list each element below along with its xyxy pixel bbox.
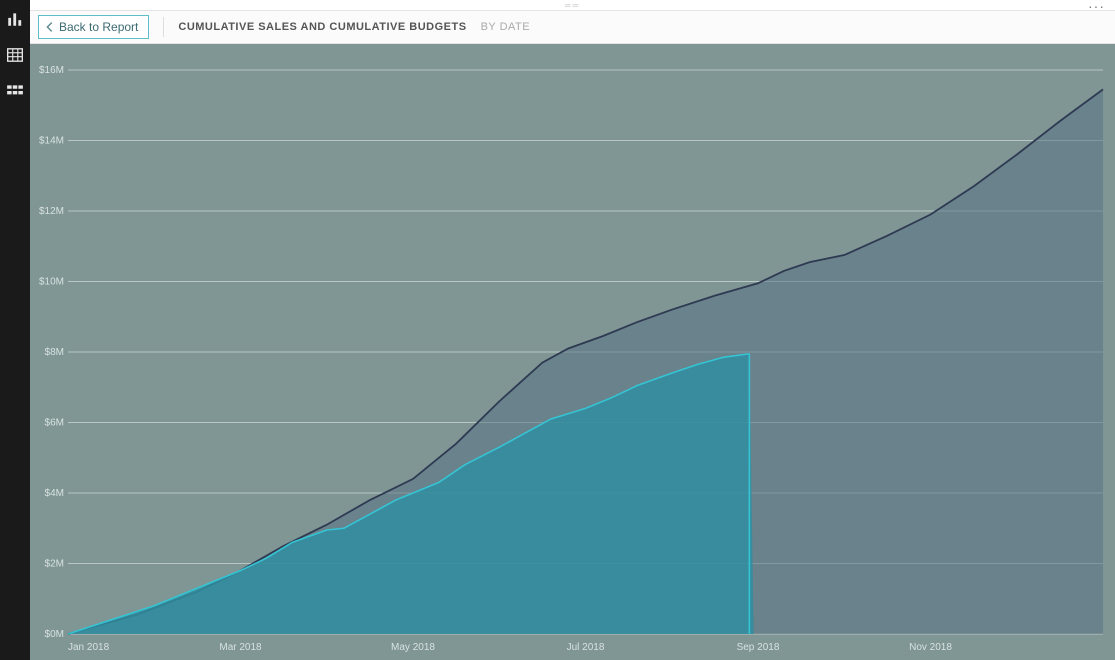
back-to-report-button[interactable]: Back to Report (38, 15, 149, 39)
svg-text:Sep 2018: Sep 2018 (737, 642, 780, 653)
svg-text:$10M: $10M (39, 277, 64, 288)
svg-text:$6M: $6M (45, 418, 64, 429)
chart-title: CUMULATIVE SALES AND CUMULATIVE BUDGETS (178, 21, 466, 33)
chart-area: Cumulative Sales Cumulative Budgets $0M$… (30, 44, 1115, 660)
focus-header: Back to Report CUMULATIVE SALES AND CUMU… (30, 10, 1115, 44)
svg-text:May 2018: May 2018 (391, 642, 435, 653)
divider (163, 17, 164, 37)
svg-text:$2M: $2M (45, 559, 64, 570)
svg-text:$0M: $0M (45, 629, 64, 640)
chart-icon[interactable] (6, 10, 24, 28)
svg-text:$16M: $16M (39, 65, 64, 76)
side-nav (0, 0, 30, 660)
area-chart: $0M $2M $4M $6M $8M $10M $12M $14M $16M Jan 2018 M… (30, 44, 1115, 660)
chevron-left-icon (43, 20, 57, 34)
svg-text:$8M: $8M (45, 347, 64, 358)
svg-text:Mar 2018: Mar 2018 (219, 642, 262, 653)
matrix-icon[interactable] (6, 82, 24, 100)
table-icon[interactable] (6, 46, 24, 64)
svg-text:$12M: $12M (39, 206, 64, 217)
svg-text:$4M: $4M (45, 488, 64, 499)
svg-text:Nov 2018: Nov 2018 (909, 642, 952, 653)
svg-text:Jul 2018: Jul 2018 (567, 642, 605, 653)
back-label: Back to Report (59, 20, 138, 34)
svg-text:$14M: $14M (39, 136, 64, 147)
more-menu-icon[interactable]: ··· (1088, 0, 1105, 14)
drag-handle[interactable]: ══ ··· (30, 0, 1115, 10)
chart-subtitle: BY DATE (481, 21, 531, 33)
svg-text:Jan 2018: Jan 2018 (68, 642, 110, 653)
